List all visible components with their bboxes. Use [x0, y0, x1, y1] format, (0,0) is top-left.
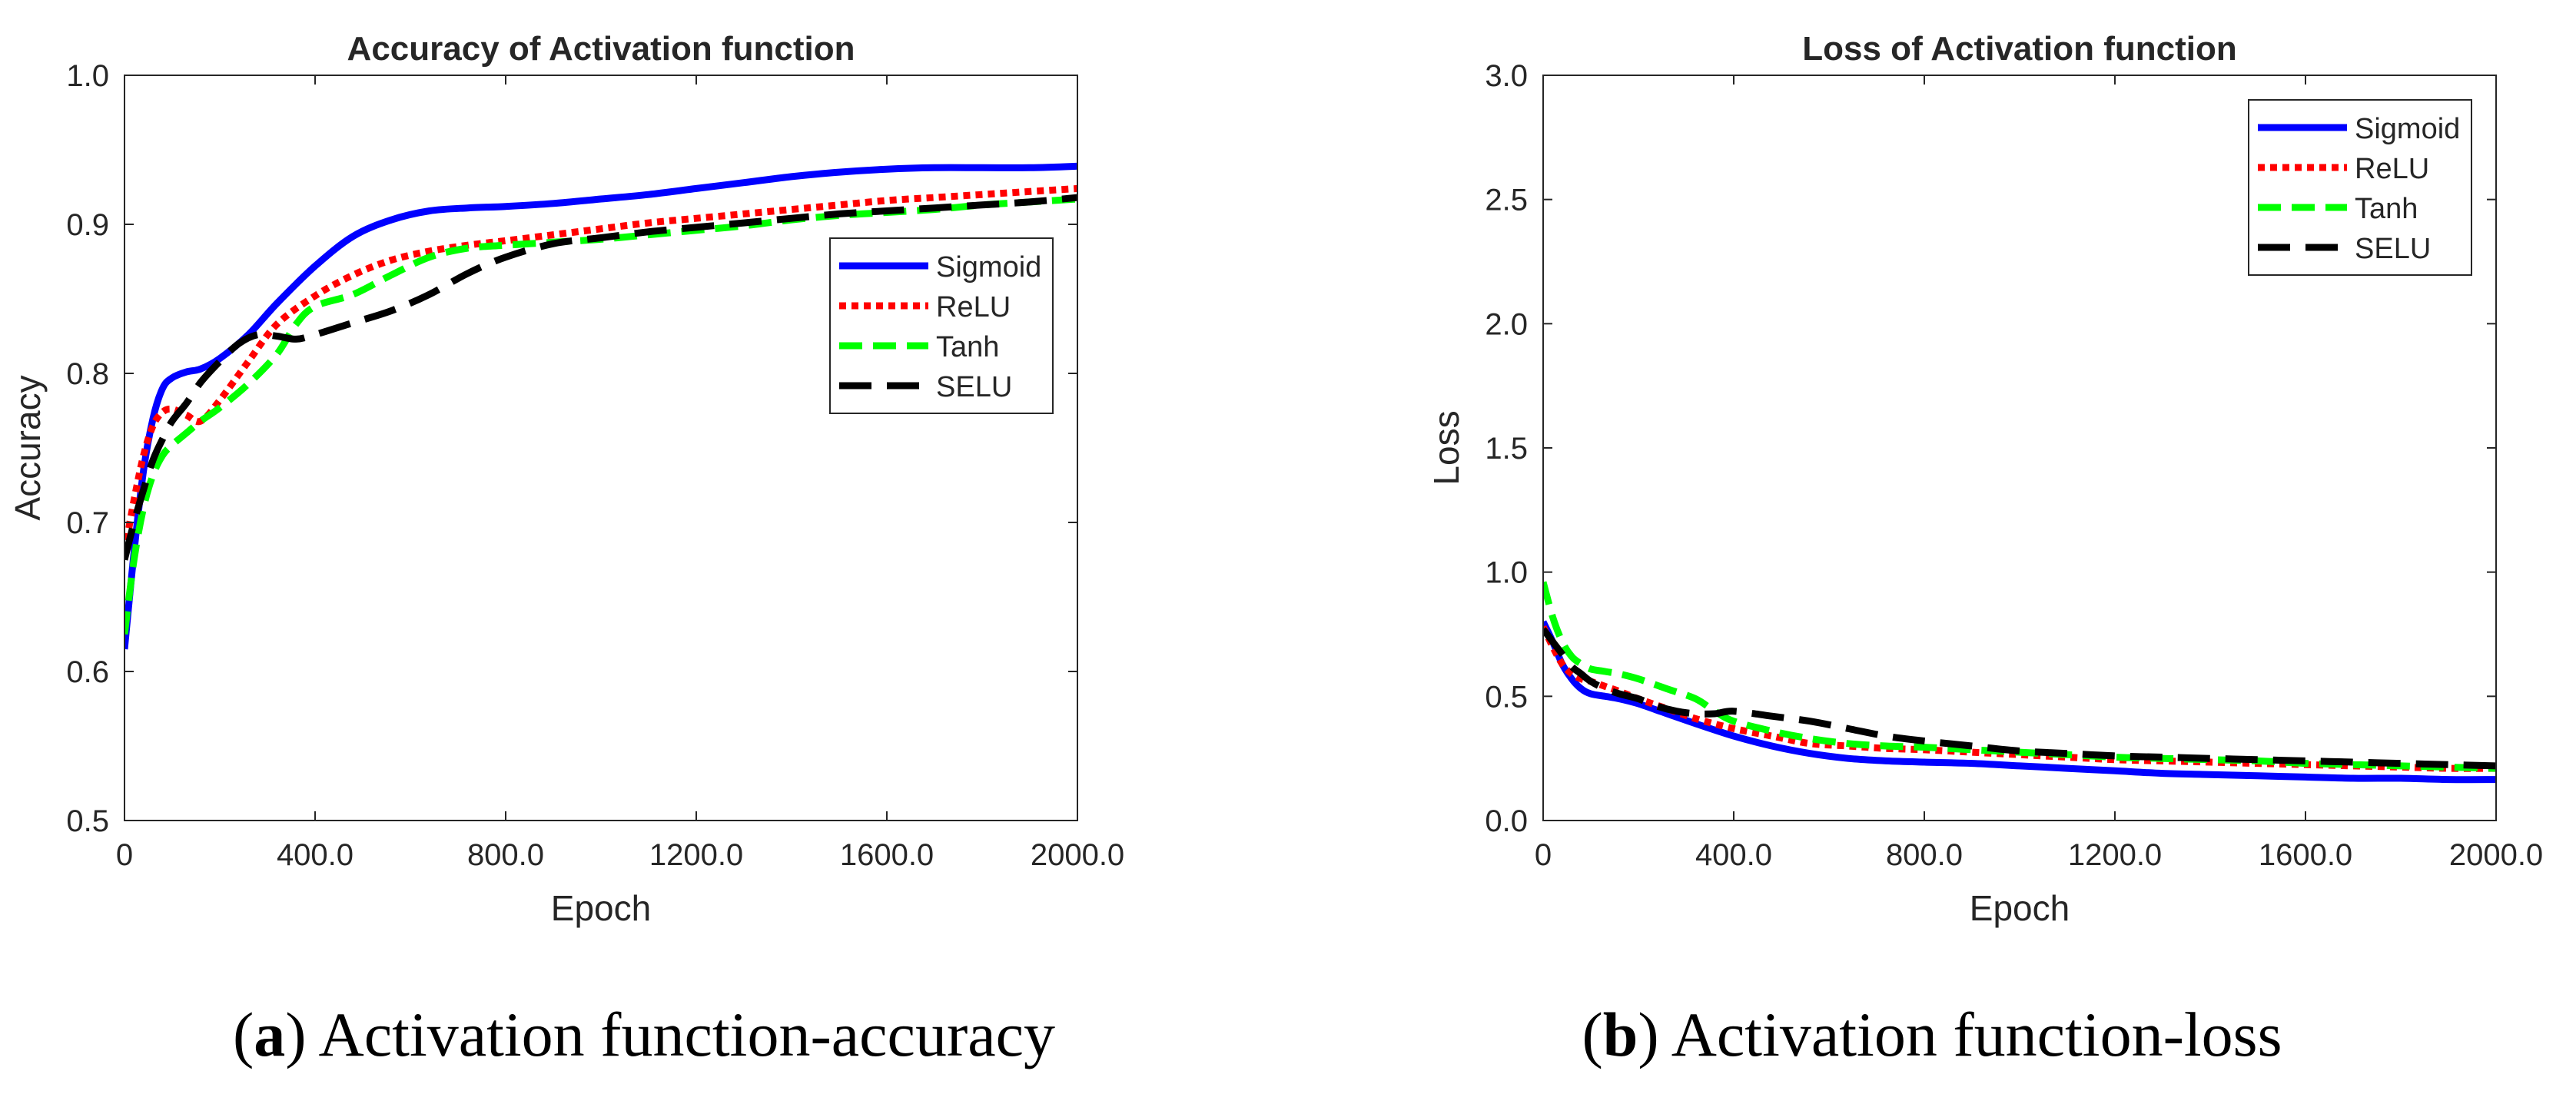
accuracy-plot-area: [124, 75, 1077, 821]
accuracy-legend-label-selu: SELU: [936, 371, 1012, 403]
accuracy-chart-title: Accuracy of Activation function: [347, 30, 855, 68]
loss-chart: 0 400.0 800.0 1200.0 1600.0 2000.0 0.0 0.5 1.0 1.…: [1426, 30, 2543, 928]
loss-x-tick-label: 2000.0: [2449, 838, 2543, 872]
loss-legend-label-tanh: Tanh: [2355, 193, 2418, 225]
caption-a: (a) Activation function-accuracy: [232, 1000, 1056, 1069]
accuracy-x-tick-label: 0: [116, 838, 133, 872]
loss-x-tick-label: 800.0: [1886, 838, 1963, 872]
accuracy-y-tick-label: 0.7: [66, 506, 109, 540]
accuracy-x-axis-label: Epoch: [551, 888, 651, 928]
loss-legend-label-relu: ReLU: [2355, 153, 2429, 185]
accuracy-axes-frame: [124, 75, 1078, 821]
accuracy-y-tick-label: 0.6: [66, 655, 109, 689]
accuracy-series-group: [124, 162, 1077, 650]
loss-y-tick-label: 0.5: [1485, 680, 1528, 714]
loss-y-axis-label: Loss: [1426, 410, 1466, 485]
accuracy-x-tick-label: 1200.0: [649, 838, 743, 872]
accuracy-x-tick-label: 1600.0: [840, 838, 934, 872]
accuracy-legend-label-tanh: Tanh: [936, 331, 999, 363]
loss-series-line-sigmoid: [1543, 620, 2496, 784]
loss-legend-label-sigmoid: Sigmoid: [2355, 113, 2460, 145]
accuracy-series-line-selu: [124, 194, 1077, 561]
loss-series-line-selu: [1543, 627, 2496, 770]
loss-y-tick-label: 2.5: [1485, 184, 1528, 217]
loss-series-group: [1543, 581, 2496, 784]
accuracy-y-tick-label: 0.5: [66, 804, 109, 838]
accuracy-y-axis-label: Accuracy: [8, 375, 48, 520]
accuracy-legend-label-sigmoid: Sigmoid: [936, 251, 1041, 283]
caption-a-text: Activation function-accuracy: [318, 1000, 1056, 1069]
accuracy-x-tick-label: 800.0: [467, 838, 544, 872]
accuracy-series-line-tanh: [124, 195, 1077, 635]
loss-y-tick-label: 0.0: [1485, 804, 1528, 838]
loss-y-tick-label: 2.0: [1485, 307, 1528, 341]
accuracy-chart: 0 400.0 800.0 1200.0 1600.0 2000.0 0.5 0.6 0.7 0.…: [8, 30, 1124, 928]
caption-a-letter: a: [254, 1000, 286, 1069]
loss-series-line-tanh: [1543, 581, 2496, 772]
caption-b-text: Activation function-loss: [1671, 1000, 2282, 1069]
accuracy-series-line-relu: [124, 184, 1077, 553]
accuracy-y-tick-label: 0.9: [66, 208, 109, 242]
loss-x-axis-label: Epoch: [1970, 888, 2070, 928]
loss-x-tick-label: 1600.0: [2259, 838, 2352, 872]
accuracy-x-tick-label: 400.0: [277, 838, 354, 872]
loss-y-tick-label: 3.0: [1485, 59, 1528, 93]
accuracy-legend-label-relu: ReLU: [936, 291, 1011, 323]
accuracy-series-line-sigmoid: [124, 162, 1077, 650]
caption-b: (b) Activation function-loss: [1582, 1000, 2282, 1069]
loss-x-tick-label: 400.0: [1695, 838, 1772, 872]
loss-x-tick-label: 1200.0: [2068, 838, 2162, 872]
loss-y-tick-label: 1.5: [1485, 432, 1528, 466]
accuracy-y-tick-label: 1.0: [66, 59, 109, 93]
accuracy-y-tick-label: 0.8: [66, 357, 109, 391]
loss-chart-title: Loss of Activation function: [1802, 30, 2236, 68]
accuracy-x-tick-label: 2000.0: [1031, 838, 1124, 872]
loss-x-tick-label: 0: [1535, 838, 1552, 872]
loss-y-tick-label: 1.0: [1485, 556, 1528, 590]
caption-b-letter: b: [1602, 1000, 1638, 1069]
loss-legend-label-selu: SELU: [2355, 233, 2431, 265]
